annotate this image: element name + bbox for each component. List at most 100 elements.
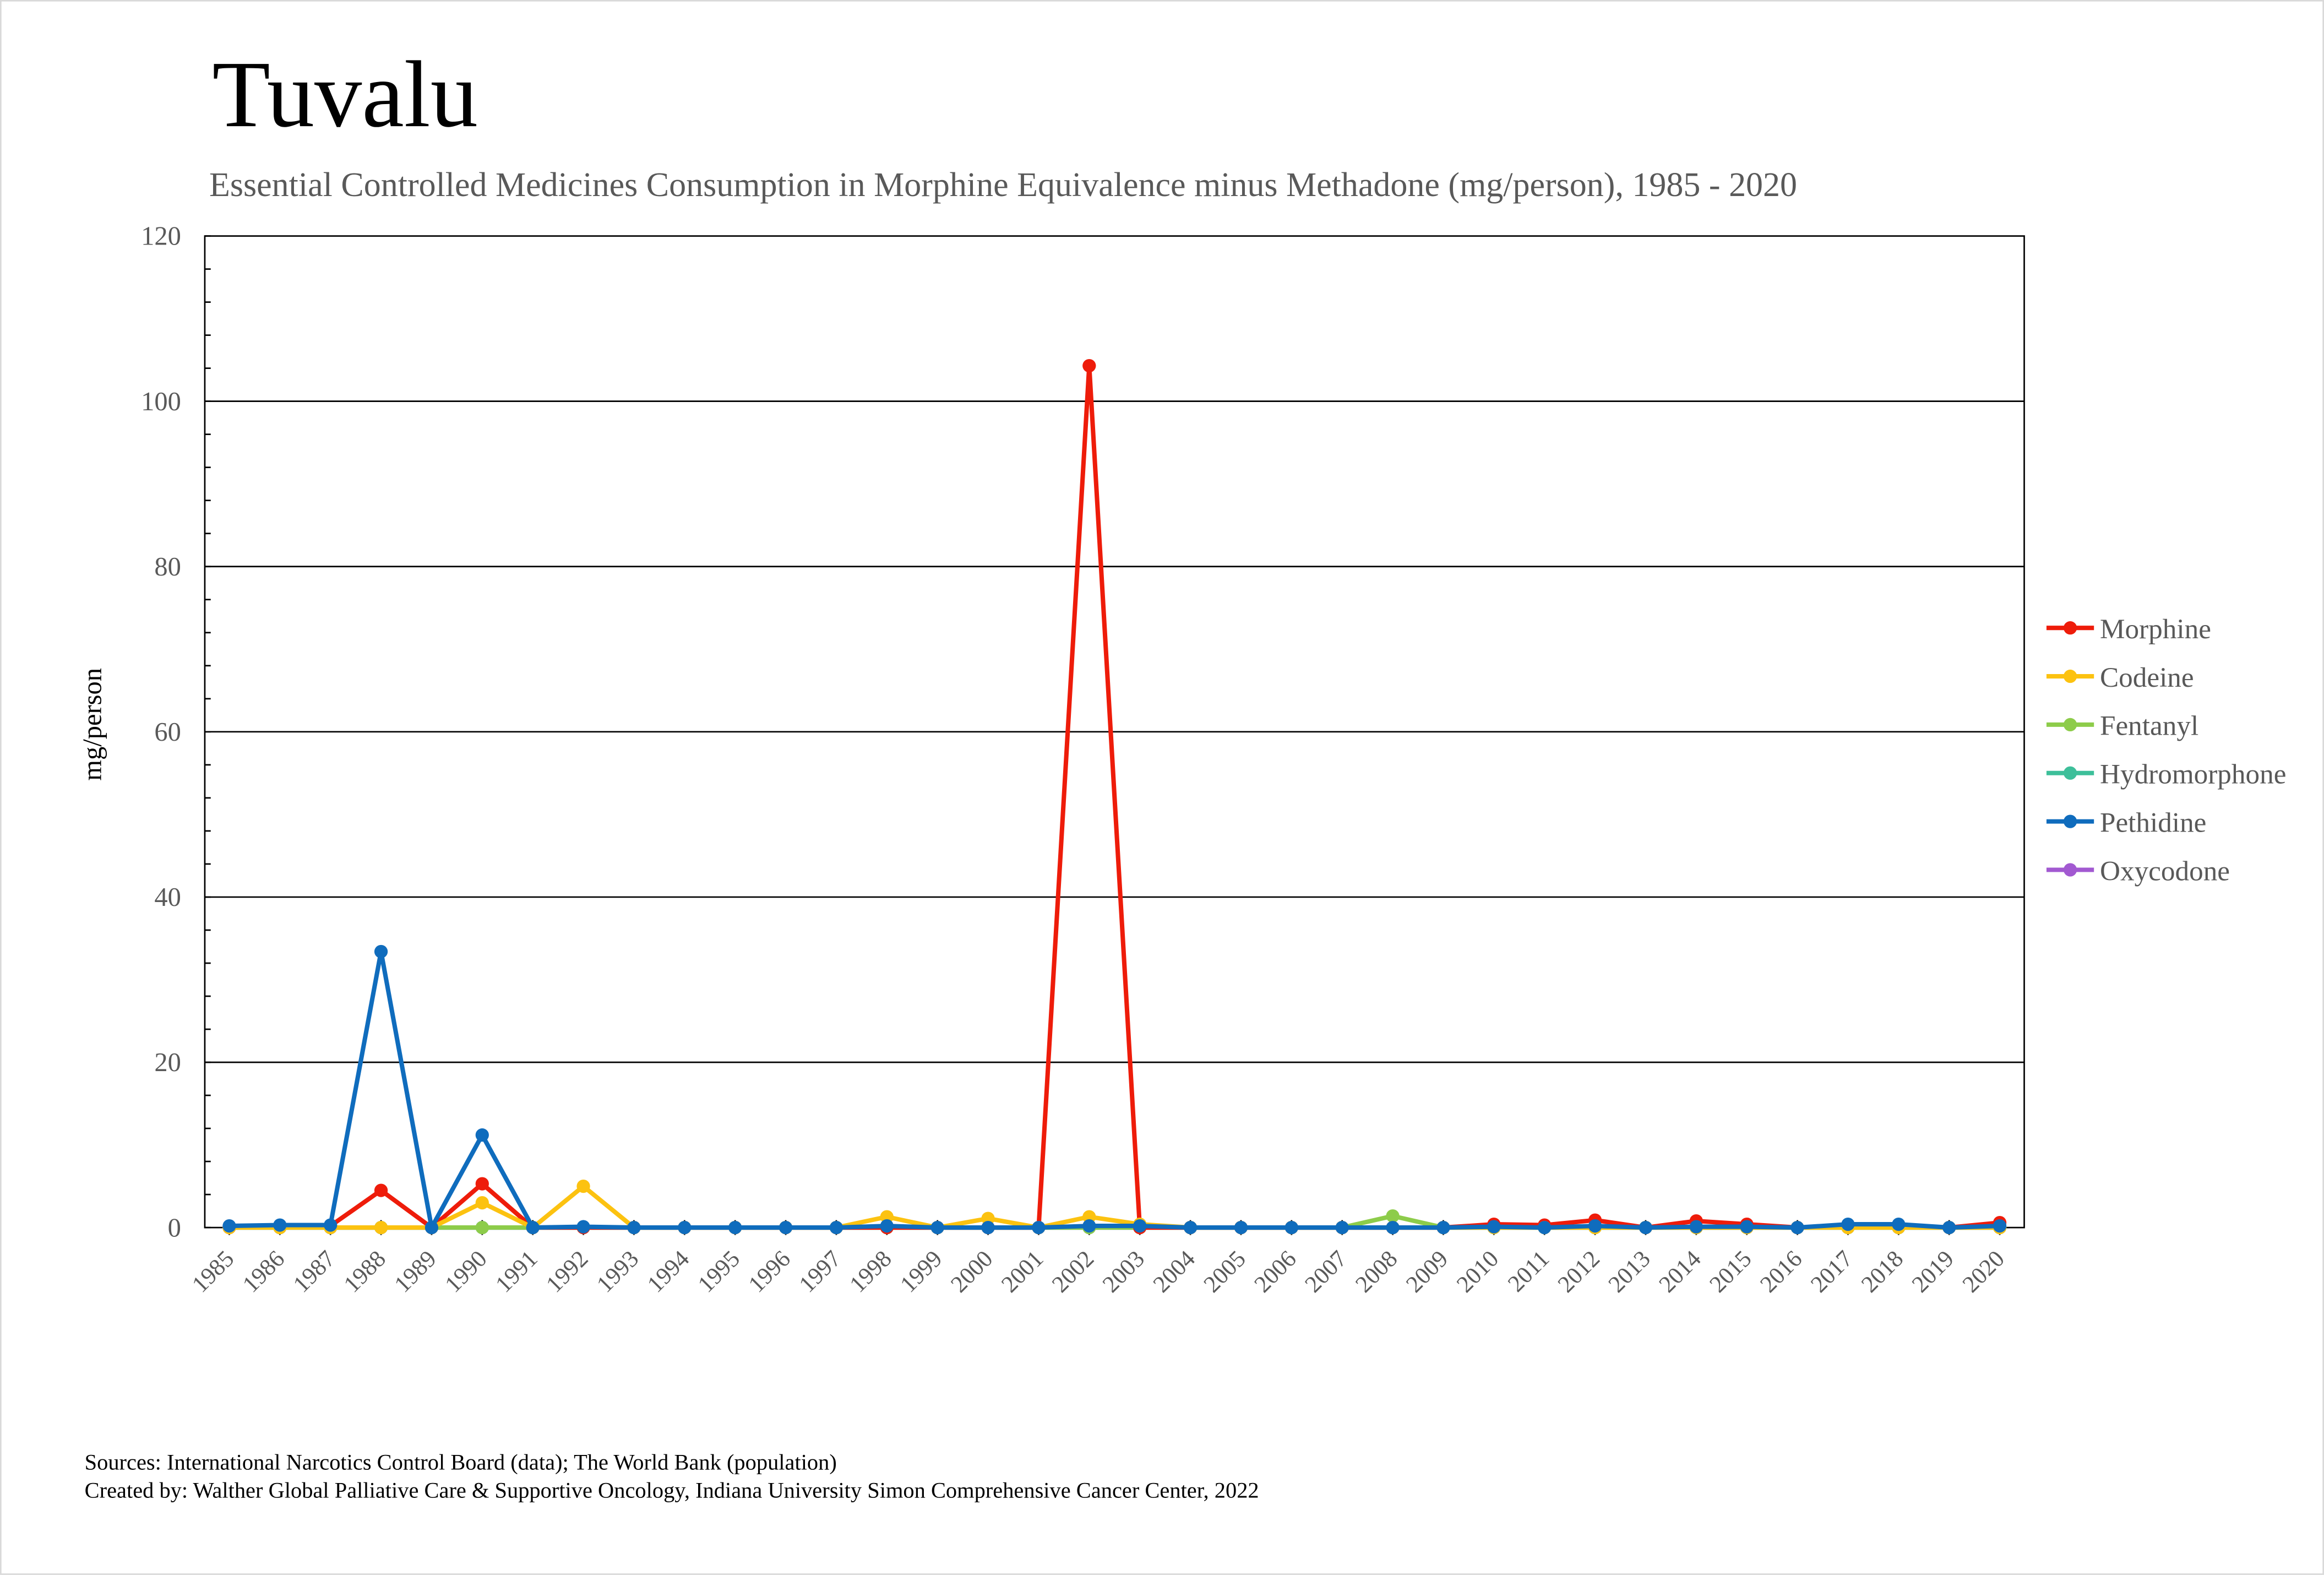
legend-marker xyxy=(2063,669,2077,683)
data-point xyxy=(1183,1220,1198,1235)
data-point xyxy=(1892,1217,1906,1231)
data-point xyxy=(1234,1220,1248,1235)
x-tick-label: 2005 xyxy=(1199,1246,1251,1297)
series-line xyxy=(227,949,2002,1230)
data-point xyxy=(526,1220,540,1235)
data-point xyxy=(1790,1220,1804,1235)
legend-item-fentanyl: Fentanyl xyxy=(2046,710,2198,742)
data-point xyxy=(880,1219,894,1233)
legend-marker xyxy=(2063,814,2077,828)
series-pethidine xyxy=(222,944,2007,1235)
chart-footer: Sources: International Narcotics Control… xyxy=(85,1450,1259,1506)
legend-item-oxycodone: Oxycodone xyxy=(2046,855,2230,887)
footer-created-by: Created by: Walther Global Palliative Ca… xyxy=(84,1480,1259,1504)
data-point xyxy=(981,1220,995,1235)
x-tick-label: 2001 xyxy=(997,1246,1048,1297)
data-point xyxy=(374,944,388,959)
x-tick-label: 2004 xyxy=(1149,1246,1200,1297)
data-point xyxy=(1335,1220,1349,1235)
data-point xyxy=(1942,1220,1956,1235)
data-point xyxy=(1538,1220,1552,1235)
x-tick-label: 1991 xyxy=(491,1246,542,1297)
legend-label: Codeine xyxy=(2100,662,2194,693)
x-tick-label: 2016 xyxy=(1755,1246,1807,1297)
data-point xyxy=(475,1128,489,1142)
x-tick-label: 2010 xyxy=(1452,1246,1504,1297)
data-point xyxy=(1740,1220,1754,1234)
x-tick-label: 2002 xyxy=(1047,1246,1099,1297)
data-point xyxy=(930,1220,944,1235)
legend-marker xyxy=(2063,863,2077,877)
x-tick-label: 1995 xyxy=(693,1246,745,1297)
x-tick-label: 1993 xyxy=(592,1246,644,1297)
data-point xyxy=(1487,1220,1501,1234)
data-point xyxy=(829,1220,843,1235)
data-point xyxy=(222,1219,236,1233)
series-morphine xyxy=(222,359,2007,1235)
data-point xyxy=(374,1220,388,1235)
legend-label: Hydromorphone xyxy=(2100,759,2286,790)
data-point xyxy=(1436,1220,1450,1235)
y-tick-label: 20 xyxy=(154,1048,181,1077)
x-tick-label: 2011 xyxy=(1503,1246,1554,1297)
data-point xyxy=(324,1218,338,1232)
series-line xyxy=(227,363,2002,1230)
x-tick-label: 2013 xyxy=(1604,1246,1656,1297)
data-point xyxy=(273,1218,287,1232)
legend-marker xyxy=(2063,718,2077,732)
legend-label: Morphine xyxy=(2100,613,2211,645)
data-point xyxy=(1082,359,1096,373)
legend-item-codeine: Codeine xyxy=(2046,662,2194,693)
data-point xyxy=(1133,1219,1147,1233)
legend-label: Pethidine xyxy=(2100,807,2206,839)
x-tick-label: 2008 xyxy=(1351,1246,1402,1297)
y-axis-label: mg/person xyxy=(78,668,107,781)
x-tick-label: 2003 xyxy=(1098,1246,1150,1297)
data-point xyxy=(1386,1209,1400,1223)
data-point xyxy=(627,1220,641,1235)
x-tick-label: 2006 xyxy=(1249,1246,1301,1297)
data-point xyxy=(1032,1220,1046,1235)
x-tick-label: 2000 xyxy=(946,1246,998,1297)
y-tick-label: 100 xyxy=(141,387,181,416)
data-point xyxy=(475,1177,489,1191)
x-tick-label: 1985 xyxy=(187,1246,239,1297)
x-tick-label: 2017 xyxy=(1806,1246,1858,1297)
chart-subtitle: Essential Controlled Medicines Consumpti… xyxy=(209,166,1798,204)
data-point xyxy=(374,1183,388,1197)
x-tick-label: 2019 xyxy=(1907,1246,1959,1297)
x-tick-label: 2012 xyxy=(1553,1246,1605,1297)
x-tick-label: 1987 xyxy=(289,1246,340,1297)
data-point xyxy=(1285,1220,1298,1235)
data-point xyxy=(678,1220,692,1235)
x-tick-label: 2020 xyxy=(1958,1246,2010,1297)
legend-marker xyxy=(2063,766,2077,780)
legend-label: Oxycodone xyxy=(2100,855,2230,887)
legend-item-pethidine: Pethidine xyxy=(2046,807,2206,839)
x-tick-label: 1988 xyxy=(339,1246,391,1297)
y-tick-label: 60 xyxy=(154,718,181,747)
x-tick-label: 1992 xyxy=(541,1246,593,1297)
legend-marker xyxy=(2063,621,2077,635)
x-tick-label: 1989 xyxy=(390,1246,442,1297)
x-tick-label: 2007 xyxy=(1300,1246,1352,1297)
data-point xyxy=(1993,1219,2007,1233)
x-tick-label: 1996 xyxy=(744,1246,796,1297)
x-tick-label: 1999 xyxy=(895,1246,947,1297)
x-tick-label: 2014 xyxy=(1654,1246,1706,1297)
y-tick-label: 0 xyxy=(168,1213,181,1242)
x-tick-label: 2018 xyxy=(1857,1246,1908,1297)
data-point xyxy=(475,1196,489,1210)
x-tick-label: 1986 xyxy=(238,1246,290,1297)
x-tick-label: 1994 xyxy=(643,1246,694,1297)
data-point xyxy=(1588,1219,1602,1233)
x-tick-label: 1998 xyxy=(845,1246,896,1297)
data-point xyxy=(475,1220,489,1235)
y-tick-label: 120 xyxy=(141,222,181,251)
legend-label: Fentanyl xyxy=(2100,710,2198,742)
data-point xyxy=(1082,1219,1096,1233)
x-tick-label: 2015 xyxy=(1705,1246,1756,1297)
